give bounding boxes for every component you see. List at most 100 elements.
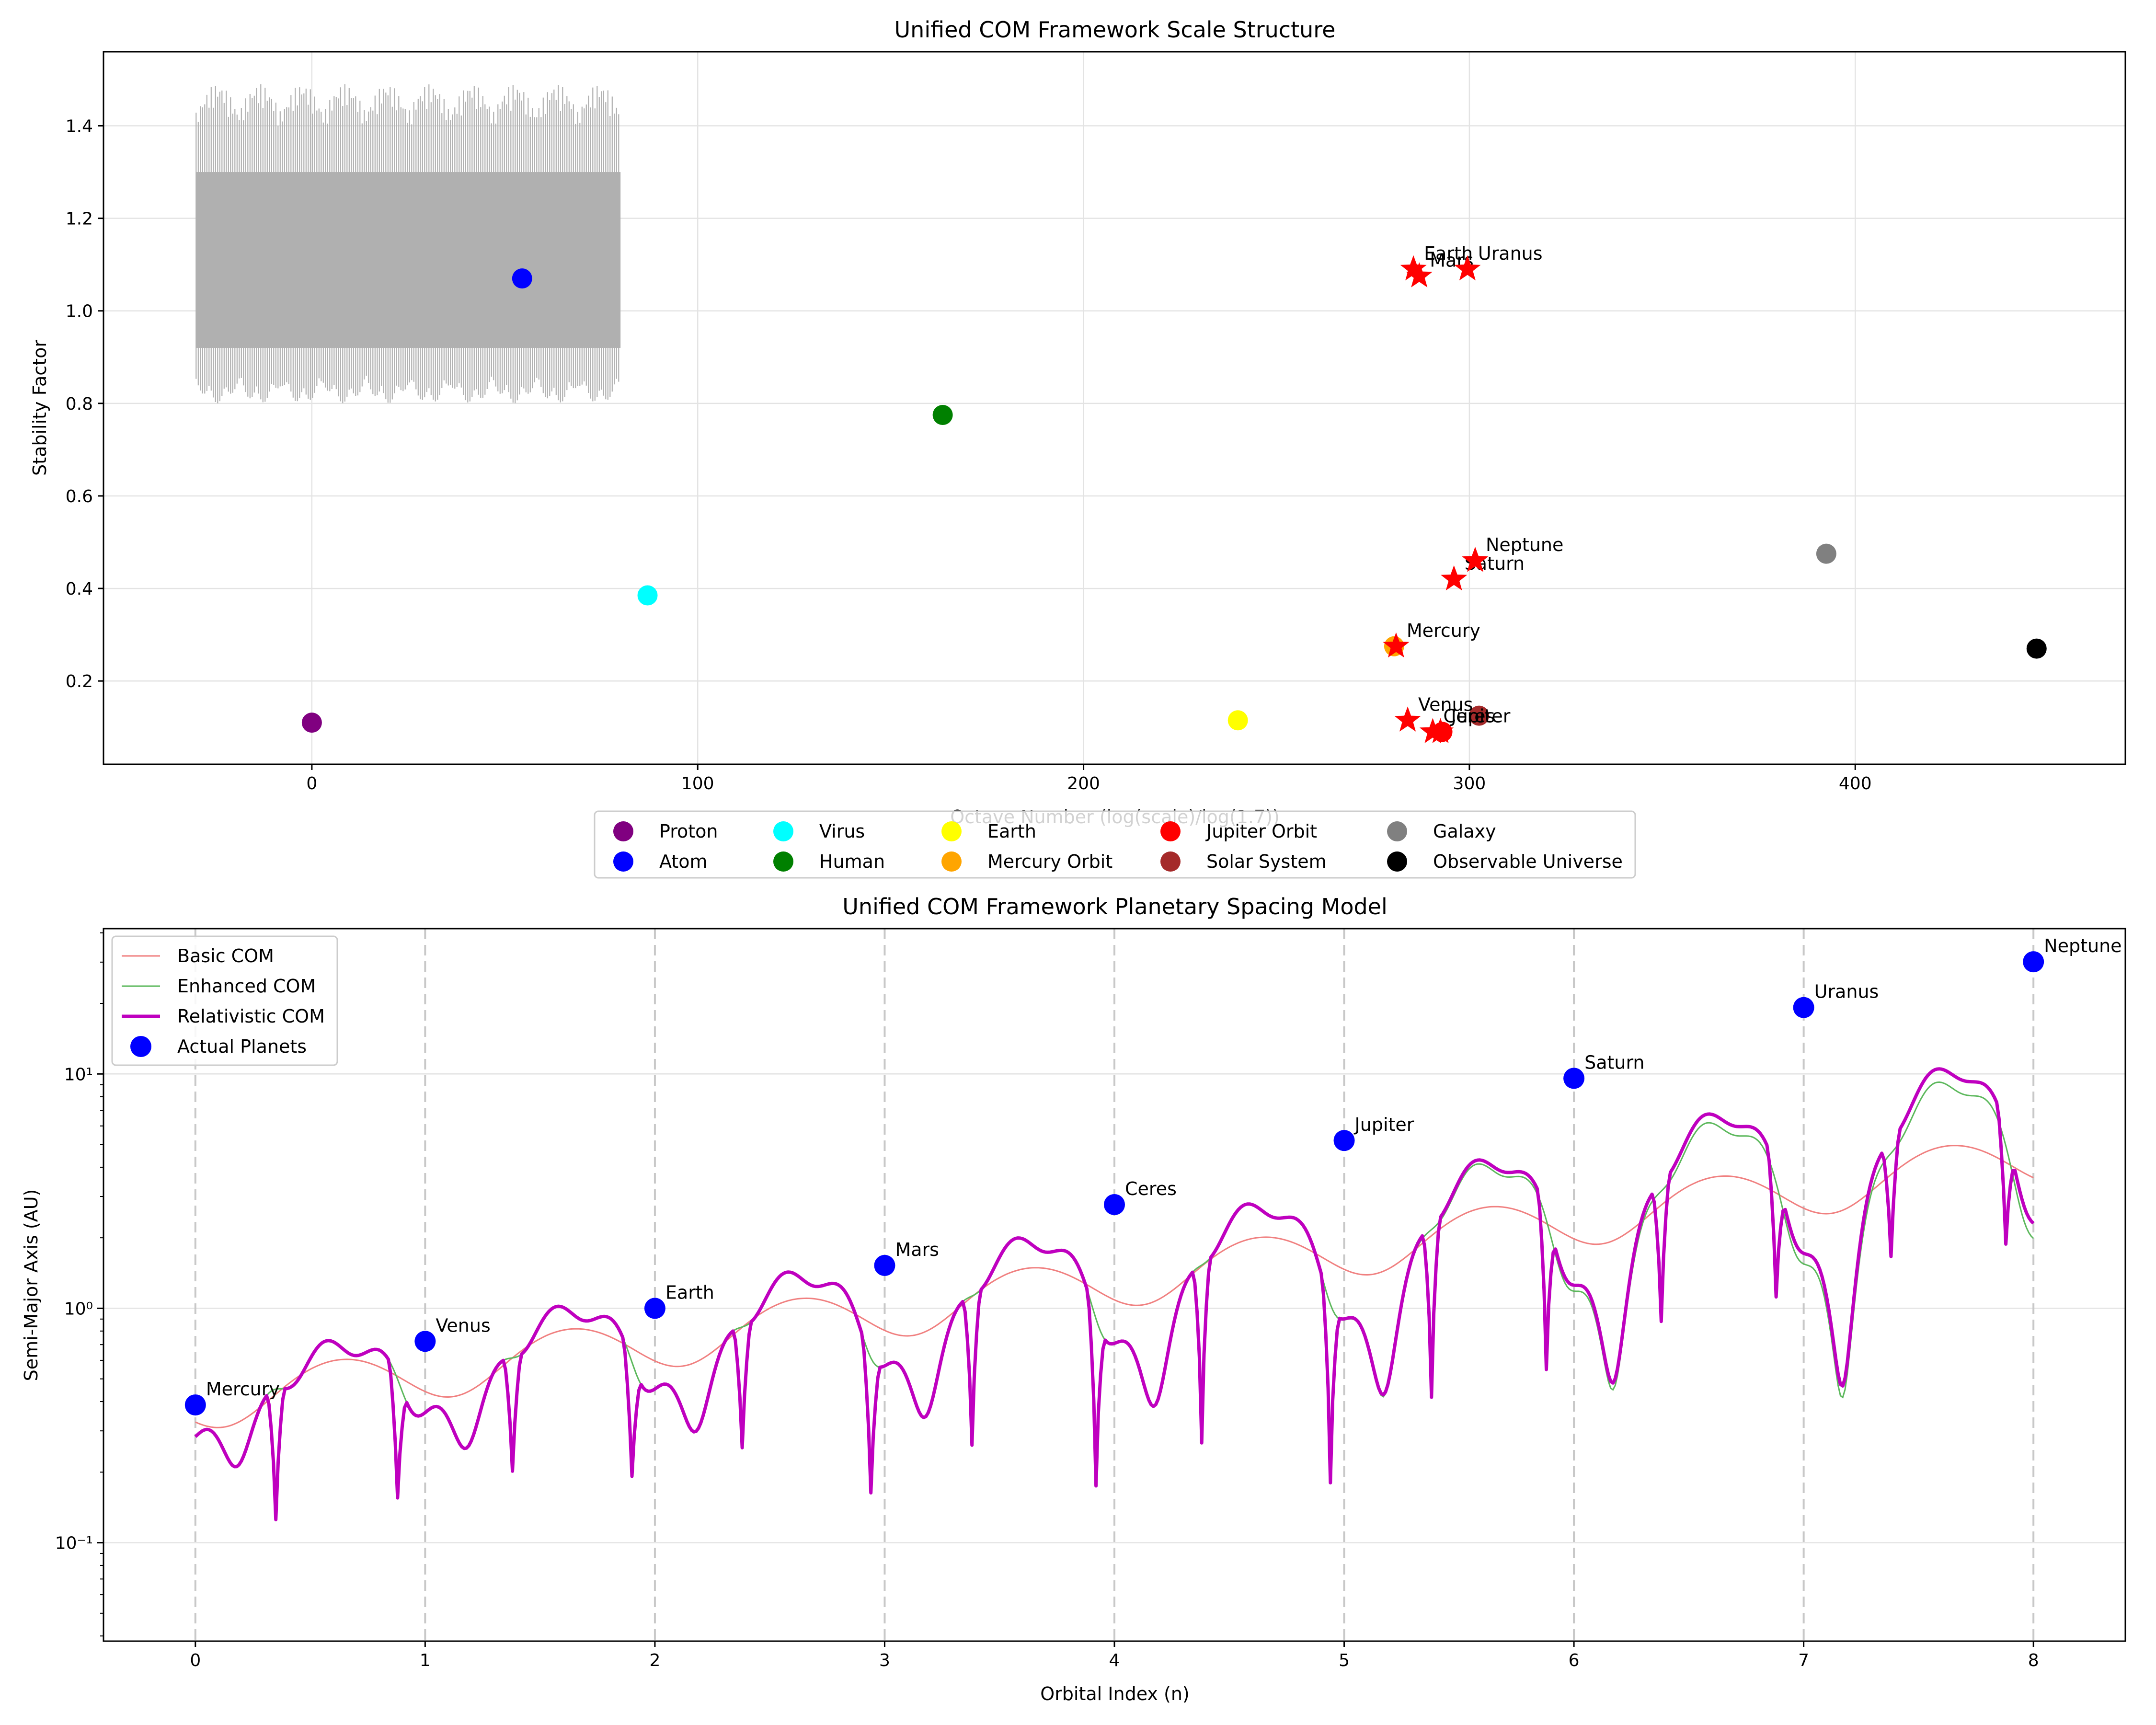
top-legend-label: Proton [659,821,718,842]
actual-planet-ceres [1104,1194,1125,1215]
bottom-legend-box [111,935,338,1066]
scale-structure-panel: Unified COM Framework Scale Structure Me… [29,17,2126,879]
bottom-x-tick-label: 4 [1109,1651,1120,1670]
top-x-tick-label: 400 [1839,774,1872,794]
top-legend-label: Observable Universe [1433,851,1623,872]
bottom-y-axis-label: Semi-Major Axis (AU) [21,1189,42,1381]
planet-star-mercury [1383,632,1410,658]
top-legend-label: Mercury Orbit [987,851,1112,872]
top-legend-label: Galaxy [1433,821,1496,842]
top-legend-label: Human [819,851,885,872]
bottom-x-axis-label: Orbital Index (n) [1040,1683,1189,1704]
actual-planet-label: Saturn [1584,1052,1644,1073]
top-y-tick-label: 0.8 [66,394,93,414]
top-legend-marker [1387,851,1407,872]
planet-star-label: Uranus [1478,243,1543,264]
bottom-x-tick-label: 3 [879,1651,890,1670]
oscillation-band-core [196,172,621,348]
planet-star-saturn [1441,565,1468,591]
top-legend-marker [1160,851,1181,872]
planet-star-uranus [1454,255,1481,281]
bottom-x-tick-label: 2 [649,1651,660,1670]
planet-star-label: Venus [1418,694,1473,715]
top-gridlines [103,52,2125,764]
top-legend: Proton Atom Virus Human Earth Mercury Orbit Ju… [594,810,1636,879]
actual-planet-jupiter [1333,1130,1355,1151]
planet-star-mars [1406,262,1433,288]
top-y-tick-label: 0.2 [66,672,93,691]
scale-point-proton [301,713,322,733]
oscillation-band-lines [195,84,619,403]
top-legend-marker [941,851,962,872]
relativistic-com-line [194,1067,2035,1521]
top-y-tick-label: 1.0 [66,302,93,322]
top-y-ticks: 0.2 0.4 0.6 0.8 1.0 1.2 1.4 [66,116,103,691]
scale-point-earth [1227,710,1248,731]
bottom-x-ticks: 0 1 2 3 4 5 6 7 8 [190,1641,2039,1670]
bottom-x-tick-label: 8 [2028,1651,2039,1670]
top-plot-frame [103,51,2126,765]
top-legend-marker [613,851,633,872]
actual-planet-label: Neptune [2044,935,2122,956]
actual-planet-label: Jupiter [1354,1114,1414,1135]
actual-planet-label: Ceres [1125,1178,1177,1199]
bottom-x-tick-label: 5 [1339,1651,1350,1670]
bottom-y-tick-label: 10⁻¹ [55,1534,93,1553]
top-y-tick-label: 0.4 [66,579,93,599]
bottom-x-tick-label: 0 [190,1651,201,1670]
bottom-y-tick-label: 10⁰ [64,1299,93,1319]
bottom-legend-label: Basic COM [177,945,274,966]
planet-star-label: Jupiter [1450,705,1511,726]
top-legend-label: Earth [987,821,1036,842]
bottom-gridlines [103,929,2125,1641]
top-legend-box [594,810,1636,879]
actual-planet-label: Mercury [206,1379,280,1400]
top-y-tick-label: 1.2 [66,209,93,229]
actual-planet-label: Earth [665,1282,714,1303]
top-legend-marker [773,821,793,841]
actual-planet-earth [644,1298,665,1319]
bottom-y-ticks: 10⁻¹ 10⁰ 10¹ [55,932,103,1637]
top-y-tick-label: 0.6 [66,487,93,506]
basic-com-line [195,1145,2034,1428]
actual-planet-label: Uranus [1814,981,1879,1002]
top-legend-label: Solar System [1206,851,1327,872]
planet-star-earth [1400,255,1427,281]
bottom-legend-label: Relativistic COM [177,1006,325,1027]
actual-planet-mercury [184,1394,206,1416]
bottom-planet-marks: Mercury Venus Earth Mars Ceres Jupiter Saturn U… [184,935,2122,1416]
bottom-x-tick-label: 7 [1798,1651,1809,1670]
bottom-y-tick-label: 10¹ [64,1065,93,1084]
planet-star-label: Ceres [1443,705,1495,726]
bottom-x-tick-label: 1 [420,1651,431,1670]
planet-star-neptune [1462,547,1489,572]
actual-planet-neptune [2023,951,2044,973]
top-x-ticks: 0 100 200 300 400 [306,764,1872,794]
bottom-legend-marker [130,1036,151,1057]
scale-point-virus [637,585,658,606]
top-legend-marker [1387,821,1407,841]
bottom-legend-label: Enhanced COM [177,976,316,997]
oscillation-band [195,84,621,403]
actual-planet-uranus [1793,997,1814,1018]
bottom-chart-title: Unified COM Framework Planetary Spacing … [842,894,1388,920]
planet-star-jupiter [1427,718,1454,743]
actual-planet-saturn [1563,1068,1585,1089]
planet-star-label: Neptune [1486,534,1563,555]
actual-planet-label: Mars [895,1239,939,1260]
actual-planet-mars [874,1254,895,1276]
top-legend-label: Virus [819,821,865,842]
top-x-tick-label: 200 [1067,774,1100,794]
scale-point-atom [512,268,532,289]
scale-point-human [932,404,953,425]
actual-planet-label: Venus [436,1315,490,1336]
scale-point-solar-system [1469,705,1490,726]
top-legend-label: Atom [659,851,708,872]
scale-point-galaxy [1816,543,1836,564]
bottom-legend-label: Actual Planets [177,1036,307,1057]
top-x-tick-label: 300 [1453,774,1486,794]
planet-star-venus [1394,706,1421,732]
actual-planet-venus [414,1331,436,1352]
bottom-model-lines [194,1067,2035,1521]
